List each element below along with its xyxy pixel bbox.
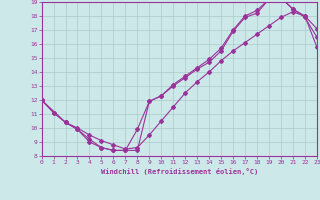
- X-axis label: Windchill (Refroidissement éolien,°C): Windchill (Refroidissement éolien,°C): [100, 168, 258, 175]
